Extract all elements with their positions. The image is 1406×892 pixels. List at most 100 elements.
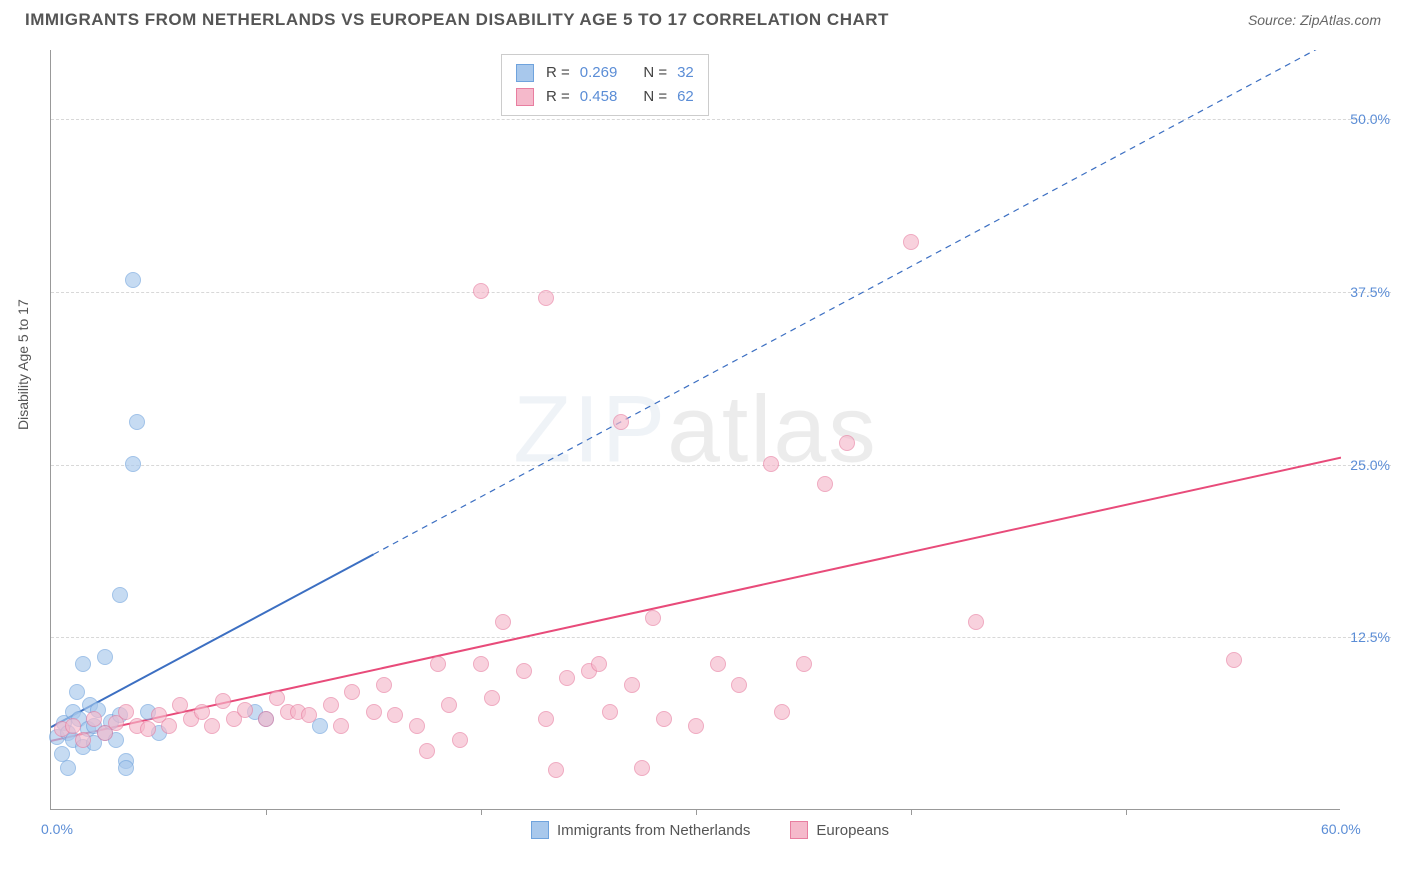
legend-label-series-1: Immigrants from Netherlands — [557, 822, 750, 839]
scatter-point-netherlands — [125, 456, 141, 472]
scatter-point-europeans — [140, 721, 156, 737]
scatter-point-europeans — [419, 743, 435, 759]
x-tick-mark — [1126, 809, 1127, 815]
chart-container: Disability Age 5 to 17 ZIPatlas 12.5%25.… — [50, 50, 1390, 840]
scatter-point-europeans — [484, 690, 500, 706]
scatter-point-netherlands — [69, 684, 85, 700]
x-tick-mark — [481, 809, 482, 815]
scatter-point-netherlands — [129, 414, 145, 430]
legend-row-series-2: R = 0.458 N = 62 — [516, 85, 694, 109]
scatter-point-europeans — [172, 697, 188, 713]
scatter-point-europeans — [75, 732, 91, 748]
y-tick-label: 25.0% — [1350, 457, 1390, 473]
scatter-point-netherlands — [125, 272, 141, 288]
n-value-series-2: 62 — [677, 85, 694, 109]
scatter-point-europeans — [344, 684, 360, 700]
chart-title: IMMIGRANTS FROM NETHERLANDS VS EUROPEAN … — [25, 10, 889, 30]
watermark: ZIPatlas — [513, 375, 877, 484]
scatter-point-europeans — [237, 702, 253, 718]
x-tick-mark — [266, 809, 267, 815]
scatter-point-europeans — [301, 707, 317, 723]
scatter-point-europeans — [473, 283, 489, 299]
legend-swatch-series-1 — [531, 821, 549, 839]
scatter-point-europeans — [430, 656, 446, 672]
scatter-point-europeans — [656, 711, 672, 727]
x-tick-label: 0.0% — [41, 821, 73, 837]
gridline — [51, 637, 1391, 638]
legend-swatch-series-1 — [516, 64, 534, 82]
scatter-point-europeans — [409, 718, 425, 734]
scatter-point-netherlands — [60, 760, 76, 776]
n-label: N = — [643, 85, 667, 109]
gridline — [51, 292, 1391, 293]
scatter-point-europeans — [968, 614, 984, 630]
scatter-point-europeans — [710, 656, 726, 672]
y-tick-label: 12.5% — [1350, 629, 1390, 645]
scatter-point-europeans — [258, 711, 274, 727]
legend-row-series-1: R = 0.269 N = 32 — [516, 61, 694, 85]
x-tick-mark — [696, 809, 697, 815]
x-tick-mark — [911, 809, 912, 815]
scatter-point-europeans — [376, 677, 392, 693]
legend-label-series-2: Europeans — [816, 822, 889, 839]
y-tick-label: 37.5% — [1350, 284, 1390, 300]
y-axis-label: Disability Age 5 to 17 — [15, 299, 31, 430]
n-label: N = — [643, 61, 667, 85]
scatter-point-europeans — [452, 732, 468, 748]
scatter-point-europeans — [763, 456, 779, 472]
scatter-point-europeans — [688, 718, 704, 734]
legend-item-series-2: Europeans — [790, 821, 889, 839]
scatter-point-europeans — [387, 707, 403, 723]
scatter-point-europeans — [118, 704, 134, 720]
scatter-point-europeans — [495, 614, 511, 630]
scatter-point-europeans — [591, 656, 607, 672]
r-label: R = — [546, 85, 570, 109]
scatter-point-europeans — [624, 677, 640, 693]
scatter-point-europeans — [538, 290, 554, 306]
r-label: R = — [546, 61, 570, 85]
scatter-point-netherlands — [118, 760, 134, 776]
scatter-point-europeans — [86, 711, 102, 727]
scatter-point-europeans — [602, 704, 618, 720]
scatter-point-europeans — [817, 476, 833, 492]
x-tick-label: 60.0% — [1321, 821, 1361, 837]
scatter-point-netherlands — [97, 649, 113, 665]
scatter-point-europeans — [366, 704, 382, 720]
gridline — [51, 465, 1391, 466]
scatter-point-europeans — [161, 718, 177, 734]
scatter-point-europeans — [645, 610, 661, 626]
scatter-point-europeans — [613, 414, 629, 430]
scatter-point-europeans — [215, 693, 231, 709]
correlation-legend: R = 0.269 N = 32 R = 0.458 N = 62 — [501, 54, 709, 116]
legend-swatch-series-2 — [516, 88, 534, 106]
scatter-point-europeans — [441, 697, 457, 713]
scatter-point-europeans — [323, 697, 339, 713]
n-value-series-1: 32 — [677, 61, 694, 85]
scatter-point-europeans — [269, 690, 285, 706]
scatter-point-europeans — [548, 762, 564, 778]
scatter-point-europeans — [839, 435, 855, 451]
scatter-point-europeans — [473, 656, 489, 672]
scatter-point-europeans — [65, 718, 81, 734]
scatter-point-europeans — [516, 663, 532, 679]
series-legend: Immigrants from Netherlands Europeans — [531, 821, 889, 839]
plot-area: ZIPatlas 12.5%25.0%37.5%50.0% 0.0%60.0% … — [50, 50, 1340, 810]
r-value-series-1: 0.269 — [580, 61, 618, 85]
scatter-point-europeans — [333, 718, 349, 734]
gridline — [51, 119, 1391, 120]
legend-swatch-series-2 — [790, 821, 808, 839]
r-value-series-2: 0.458 — [580, 85, 618, 109]
scatter-point-europeans — [796, 656, 812, 672]
scatter-point-europeans — [1226, 652, 1242, 668]
scatter-point-netherlands — [112, 587, 128, 603]
scatter-point-netherlands — [75, 656, 91, 672]
scatter-point-europeans — [538, 711, 554, 727]
watermark-zip: ZIP — [513, 376, 667, 482]
source-attribution: Source: ZipAtlas.com — [1248, 12, 1381, 28]
scatter-point-europeans — [774, 704, 790, 720]
legend-item-series-1: Immigrants from Netherlands — [531, 821, 750, 839]
scatter-point-europeans — [634, 760, 650, 776]
trend-lines — [51, 50, 1341, 810]
scatter-point-europeans — [559, 670, 575, 686]
header: IMMIGRANTS FROM NETHERLANDS VS EUROPEAN … — [0, 0, 1406, 38]
